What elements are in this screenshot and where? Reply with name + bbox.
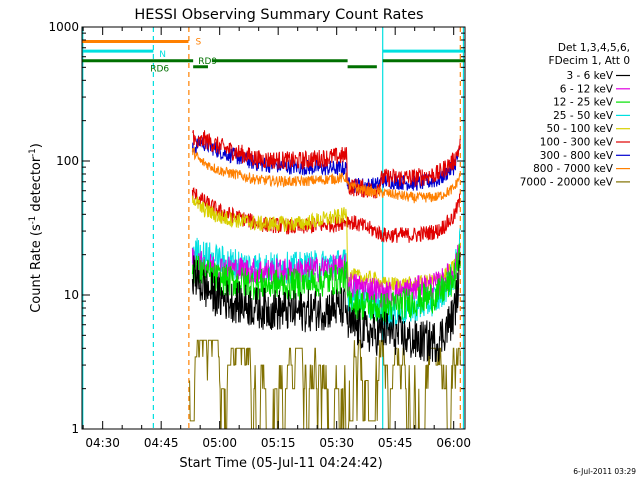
- y-tick-label: 10: [64, 288, 79, 302]
- legend-label-7: 800 - 7000 keV: [533, 163, 614, 175]
- series-100-300-kev: [192, 129, 461, 199]
- y-axis-label-sup2: -1: [28, 148, 38, 156]
- legend-label-5: 100 - 300 keV: [540, 137, 614, 149]
- series-12-25-kev: [191, 243, 461, 323]
- x-tick-label: 04:30: [85, 436, 120, 450]
- y-axis-label-end: ): [29, 143, 44, 148]
- series-800-7000-kev: [191, 146, 461, 204]
- series-3-6-kev: [191, 252, 461, 363]
- legend-header-1: FDecim 1, Att 0: [549, 55, 630, 67]
- y-axis-label-sup1: -1: [28, 216, 38, 224]
- y-tick-label: 1000: [48, 20, 79, 34]
- x-axis-label: Start Time (05-Jul-11 04:24:42): [179, 456, 382, 471]
- series-100-300-kev-attenuated: [191, 187, 461, 243]
- legend-label-8: 7000 - 20000 keV: [520, 176, 614, 188]
- legend: Det 1,3,4,5,6,FDecim 1, Att 0 3 - 6 keV6 …: [520, 42, 630, 188]
- legend-label-3: 25 - 50 keV: [553, 110, 614, 122]
- y-tick-label: 1: [71, 422, 79, 436]
- flag-label-n: N: [159, 50, 166, 60]
- plot-content: S N RD6 RD9: [82, 27, 465, 429]
- x-tick-label: 04:45: [144, 436, 179, 450]
- x-tick-label: 05:00: [202, 436, 237, 450]
- y-axis-label-main: Count Rate (s: [29, 224, 44, 313]
- series-25-50-kev: [191, 228, 461, 330]
- legend-label-6: 300 - 800 keV: [540, 150, 614, 162]
- legend-label-4: 50 - 100 keV: [546, 123, 613, 135]
- flag-label-rd6: RD6: [150, 65, 169, 75]
- y-axis-label-mid: detector: [29, 156, 44, 216]
- y-axis-label: Count Rate (s-1 detector-1): [28, 143, 44, 313]
- legend-label-1: 6 - 12 keV: [560, 83, 614, 95]
- legend-label-2: 12 - 25 keV: [553, 97, 614, 109]
- y-tick-label: 100: [56, 154, 79, 168]
- legend-label-0: 3 - 6 keV: [566, 70, 613, 82]
- y-axis: 1 10 100 1000: [48, 20, 465, 436]
- plot-area: S N RD6 RD9: [82, 27, 465, 429]
- x-axis: 04:30 04:45 05:00 05:15 05:30 05:45 06:00: [82, 27, 471, 450]
- x-tick-label: 05:45: [378, 436, 413, 450]
- plot-frame: [81, 26, 466, 430]
- chart-title: HESSI Observing Summary Count Rates: [134, 7, 423, 23]
- footer-date: 6-Jul-2011 03:29: [573, 467, 636, 476]
- legend-header-0: Det 1,3,4,5,6,: [558, 42, 630, 54]
- x-tick-label: 05:30: [319, 436, 354, 450]
- x-tick-label: 06:00: [436, 436, 471, 450]
- flag-label-rd9: RD9: [198, 57, 217, 67]
- series-7000-20000-kev: [189, 339, 461, 429]
- x-tick-label: 05:15: [261, 436, 296, 450]
- flag-label-s: S: [195, 37, 201, 47]
